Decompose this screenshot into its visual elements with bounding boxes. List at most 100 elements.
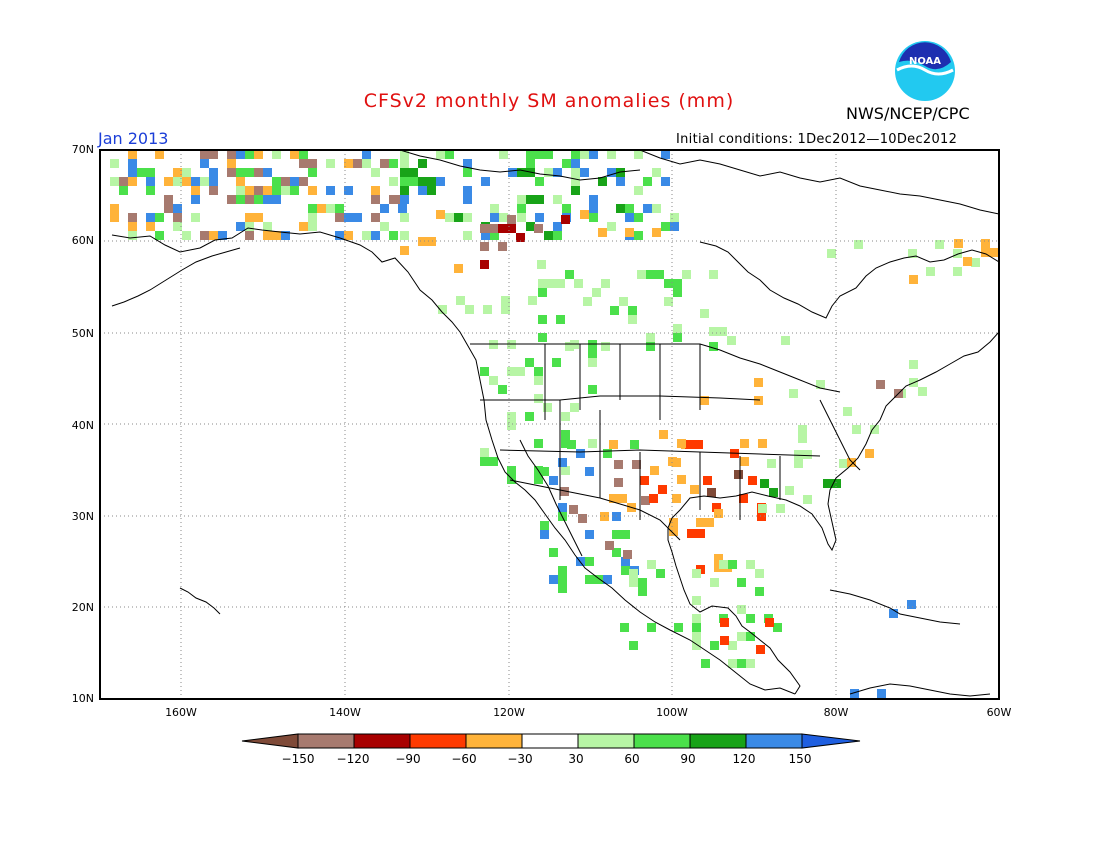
anomaly-cell: [236, 150, 245, 159]
anomaly-cell: [746, 632, 755, 641]
anomaly-cell: [571, 186, 580, 195]
anomaly-cell: [263, 222, 272, 231]
anomaly-cell: [561, 439, 570, 448]
anomaly-cell: [525, 412, 534, 421]
anomaly-cell: [720, 636, 729, 645]
anomaly-cell: [649, 494, 658, 503]
anomaly-cell: [634, 150, 643, 159]
anomaly-cell: [781, 336, 790, 345]
anomaly-cell: [507, 466, 516, 475]
anomaly-cell: [245, 231, 254, 240]
anomaly-cell: [335, 213, 344, 222]
anomaly-cell: [659, 430, 668, 439]
anomaly-cell: [690, 485, 699, 494]
lon-label-100w: 100W: [656, 706, 688, 719]
anomaly-cell: [480, 260, 489, 269]
anomaly-cell: [398, 204, 407, 213]
anomaly-cell: [498, 242, 507, 251]
anomaly-cell: [839, 459, 848, 468]
anomaly-cell: [646, 270, 655, 279]
anomaly-cell: [400, 186, 409, 195]
anomaly-cell: [553, 222, 562, 231]
anomaly-cell: [612, 548, 621, 557]
anomaly-cell: [137, 168, 146, 177]
anomaly-cell: [254, 168, 263, 177]
anomaly-cell: [618, 494, 627, 503]
anomaly-cell: [245, 213, 254, 222]
anomaly-cell: [110, 177, 119, 186]
map-title: CFSv2 monthly SM anomalies (mm): [363, 90, 735, 112]
anomaly-cell: [616, 204, 625, 213]
anomaly-cell: [601, 279, 610, 288]
anomaly-cell: [714, 554, 723, 563]
anomaly-cell: [326, 204, 335, 213]
anomaly-cell: [556, 315, 565, 324]
anomaly-cell: [544, 150, 553, 159]
anomaly-cell: [281, 231, 290, 240]
anomaly-cell: [561, 430, 570, 439]
anomaly-cell: [637, 270, 646, 279]
lon-label-120w: 120W: [493, 706, 525, 719]
colorbar-tick: 90: [680, 752, 696, 766]
anomaly-cell: [128, 150, 137, 159]
valid-month-label: Jan 2013: [98, 129, 169, 148]
anomaly-cell: [517, 213, 526, 222]
anomaly-cell: [272, 150, 281, 159]
anomaly-cell: [463, 213, 472, 222]
anomaly-cell: [501, 296, 510, 305]
anomaly-cell: [571, 150, 580, 159]
anomaly-cell: [677, 439, 686, 448]
anomaly-cell: [463, 231, 472, 240]
anomaly-cell: [877, 689, 886, 698]
anomaly-cell: [746, 659, 755, 668]
map-frame: [99, 149, 1000, 700]
anomaly-cell: [607, 168, 616, 177]
anomaly-cell: [389, 159, 398, 168]
anomaly-cell: [594, 575, 603, 584]
anomaly-cell: [865, 449, 874, 458]
anomaly-cell: [209, 186, 218, 195]
anomaly-cell: [263, 195, 272, 204]
anomaly-cell: [692, 623, 701, 632]
anomaly-cell: [445, 213, 454, 222]
anomaly-cell: [308, 222, 317, 231]
lon-label-60w: 60W: [986, 706, 1012, 719]
anomaly-cell: [580, 168, 589, 177]
anomaly-cell: [756, 645, 765, 654]
colorbar-bin: [409, 733, 467, 749]
anomaly-cell: [544, 231, 553, 240]
lat-label-30n: 30N: [71, 510, 94, 523]
anomaly-cell: [638, 578, 647, 587]
anomaly-cell: [526, 159, 535, 168]
anomaly-cell: [400, 177, 409, 186]
anomaly-cell: [290, 150, 299, 159]
anomaly-cell: [427, 237, 436, 246]
anomaly-cell: [155, 213, 164, 222]
anomaly-cell: [677, 475, 686, 484]
anomaly-cell: [409, 177, 418, 186]
anomaly-cell: [714, 563, 723, 572]
anomaly-cell: [562, 204, 571, 213]
anomaly-cell: [501, 305, 510, 314]
anomaly-cell: [652, 168, 661, 177]
anomaly-cell: [400, 231, 409, 240]
anomaly-cell: [561, 412, 570, 421]
anomaly-cell: [146, 168, 155, 177]
anomaly-cell: [674, 623, 683, 632]
anomaly-cell: [335, 204, 344, 213]
anomaly-cell: [589, 195, 598, 204]
anomaly-cell: [718, 327, 727, 336]
anomaly-cell: [701, 659, 710, 668]
anomaly-cell: [507, 412, 516, 421]
anomaly-cell: [516, 233, 525, 242]
anomaly-cell: [254, 195, 263, 204]
anomaly-cell: [571, 159, 580, 168]
anomaly-cell: [646, 333, 655, 342]
anomaly-cell: [436, 150, 445, 159]
anomaly-cell: [709, 342, 718, 351]
anomaly-cell: [625, 228, 634, 237]
anomaly-cell: [658, 485, 667, 494]
anomaly-cell: [981, 239, 990, 248]
anomaly-cell: [669, 518, 678, 527]
